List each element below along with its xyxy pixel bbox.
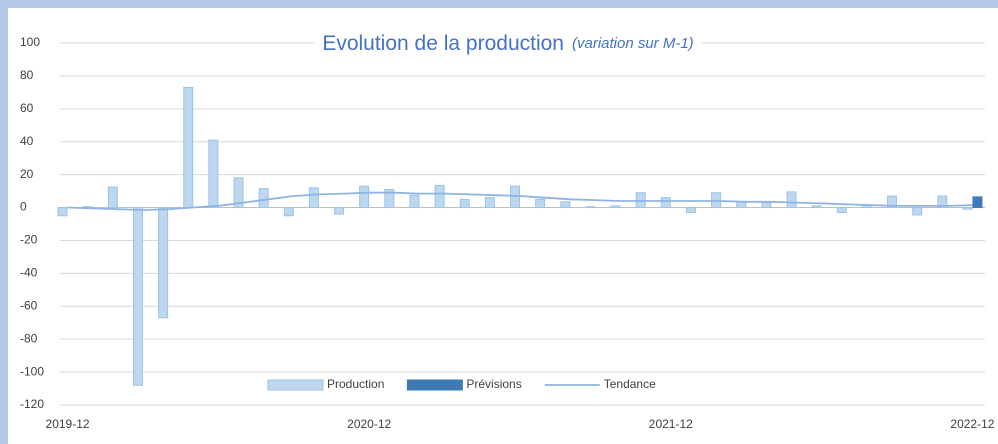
y-tick-label: -120: [20, 397, 44, 411]
bar: [208, 139, 219, 209]
bar: [560, 201, 571, 209]
chart-title-group: Evolution de la production (variation sur…: [322, 32, 693, 55]
bar: [761, 202, 772, 209]
bar: [283, 207, 294, 217]
bar: [786, 191, 797, 209]
legend-swatch: [267, 379, 324, 391]
x-tick-label: 2020-12: [347, 417, 391, 431]
bar: [510, 185, 520, 209]
bar: [359, 185, 370, 209]
title-background: [314, 31, 702, 55]
legend-swatch: [406, 379, 463, 391]
bar: [685, 207, 696, 213]
y-tick-label: -60: [20, 298, 38, 312]
bar: [107, 186, 118, 209]
bar: [962, 207, 973, 210]
bar: [484, 197, 495, 209]
chart-title: Evolution de la production: [322, 32, 564, 55]
bar: [836, 207, 847, 213]
bar: [585, 206, 596, 209]
y-tick-label: 20: [20, 167, 34, 181]
bar: [660, 197, 671, 209]
y-tick-label: 0: [20, 200, 27, 214]
chart-background: [8, 8, 998, 444]
y-tick-label: 40: [20, 134, 34, 148]
legend-label: Prévisions: [466, 377, 521, 391]
trend-line: [67, 191, 973, 211]
bar: [610, 205, 621, 209]
bar: [434, 184, 445, 209]
bar: [459, 198, 470, 209]
legend: Production Prévisions Tendance: [267, 377, 656, 391]
bar: [937, 195, 948, 209]
y-tick-label: -80: [20, 331, 38, 345]
x-tick-label: 2021-12: [649, 417, 693, 431]
bar: [887, 195, 898, 209]
bar: [736, 201, 747, 209]
grid-layer: -120 -100 -80 -60 -40 -20 0 20 40 60 80 100 2019-12 2…: [20, 35, 995, 431]
legend-label: Production: [327, 377, 384, 391]
bar: [409, 194, 420, 209]
y-tick-label: -100: [20, 364, 44, 378]
bar: [811, 205, 822, 209]
bar: [183, 86, 194, 209]
bar: [132, 207, 143, 386]
bar: [57, 207, 68, 217]
bar: [384, 188, 395, 209]
bar: [334, 207, 345, 215]
x-tick-label: 2022-12: [950, 417, 994, 431]
bar: [912, 207, 923, 216]
bar: [972, 196, 983, 209]
y-tick-label: 60: [20, 101, 34, 115]
marks-layer: [57, 86, 983, 386]
bar: [233, 177, 244, 209]
y-tick-label: -40: [20, 266, 38, 280]
y-tick-label: 100: [20, 35, 40, 49]
bar: [158, 207, 169, 319]
legend-label: Tendance: [604, 377, 656, 391]
x-tick-label: 2019-12: [46, 417, 90, 431]
y-tick-label: 80: [20, 68, 34, 82]
chart-subtitle: (variation sur M-1): [572, 35, 694, 52]
bar: [258, 188, 269, 209]
y-tick-label: -20: [20, 233, 38, 247]
bar: [535, 198, 546, 209]
bar: [308, 187, 319, 209]
